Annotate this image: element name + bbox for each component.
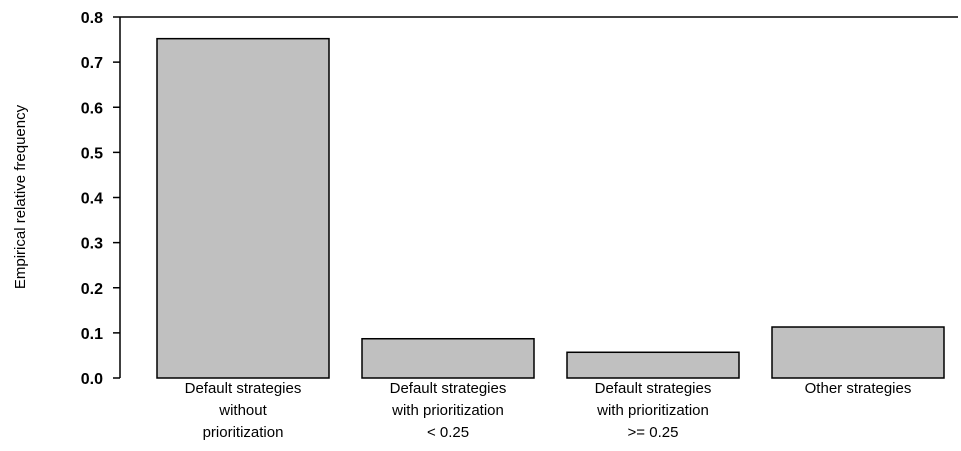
x-category-label: prioritization [203,424,284,441]
x-category-label: with prioritization [596,402,709,419]
bar [566,351,740,379]
x-category-label: >= 0.25 [628,424,679,441]
y-tick-label: 0.7 [81,55,103,72]
bar [361,337,535,379]
y-tick-label: 0.2 [81,281,103,298]
x-category-label: Default strategies [185,380,302,397]
x-category-label: Default strategies [595,380,712,397]
plot-frame [119,16,958,378]
y-tick-label: 0.8 [81,10,103,27]
bar [156,37,330,379]
x-category-label: < 0.25 [427,424,469,441]
bars [156,37,945,379]
y-tick-label: 0.4 [81,191,103,208]
x-category-label: with prioritization [391,402,504,419]
x-category-label: Other strategies [805,380,912,397]
y-tick-label: 0.5 [81,145,103,162]
y-tick-label: 0.0 [81,371,103,388]
x-category-label: Default strategies [390,380,507,397]
y-axis: 0.0 0.1 0.2 0.3 0.4 0.5 0.6 0.7 0.8 [81,10,120,388]
y-tick-label: 0.3 [81,236,103,253]
y-tick-label: 0.1 [81,326,103,343]
y-tick-label: 0.6 [81,100,103,117]
bar [771,326,945,379]
x-category-label: without [218,402,267,419]
y-axis-title: Empirical relative frequency [12,104,29,289]
x-axis-labels: Default strategies without prioritization D… [185,380,912,441]
